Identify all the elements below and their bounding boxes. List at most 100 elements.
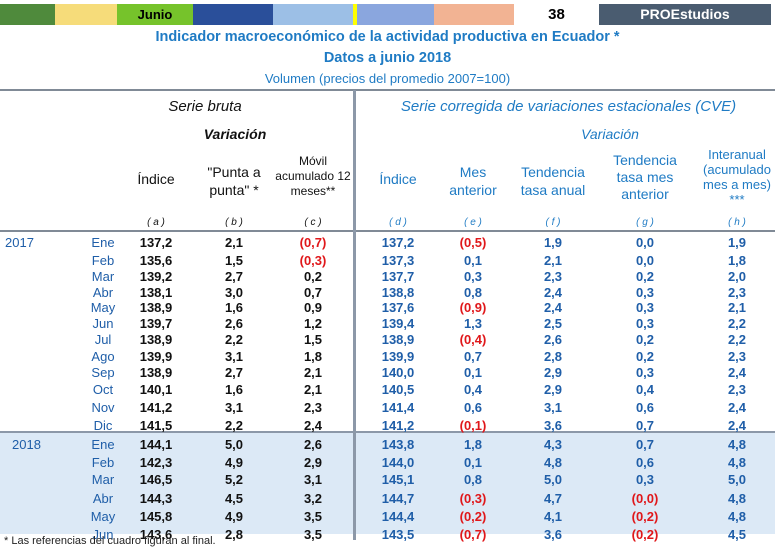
cell-indice-cve: 137,3 [381,253,415,268]
cell-tendencia-anual: 2,9 [543,365,563,380]
cell-mes-anterior: (0,7) [459,527,487,542]
cell-movil-acumulado: 3,2 [303,491,323,506]
row-month: Feb [91,253,115,268]
cell-tendencia-mes: 0,3 [635,285,655,300]
header-segment [434,4,514,25]
table-row: Dic 141,5 2,2 2,4 141,2 (0,1) 3,6 0,7 2,4 [0,416,775,435]
variation-label-right: Variación [581,126,639,142]
year-2018-band [0,432,775,534]
col-letter-g: ( g ) [636,217,654,228]
row-month: Mar [91,269,115,284]
cell-tendencia-mes: 0,4 [635,382,655,397]
cell-movil-acumulado: 1,2 [303,316,323,331]
cell-tendencia-anual: 1,9 [543,235,563,250]
section-serie-cve: Serie corregida de variaciones estaciona… [400,98,737,115]
cell-movil-acumulado: 1,8 [303,349,323,364]
table-row: 2018 Ene 144,1 5,0 2,6 143,8 1,8 4,3 0,7 4,8 [0,435,775,454]
row-month: May [90,300,116,315]
cell-indice-cve: 144,7 [381,491,415,506]
row-month: Jun [92,316,114,331]
cell-tendencia-mes: 0,6 [635,455,655,470]
cell-indice-bruta: 139,9 [139,349,173,364]
row-month: Feb [91,455,115,470]
cell-movil-acumulado: 2,4 [303,418,323,433]
cell-movil-acumulado: (0,7) [299,235,327,250]
cell-tendencia-mes: 0,6 [635,400,655,415]
cell-interanual: 2,3 [727,382,747,397]
cell-tendencia-anual: 2,5 [543,316,563,331]
cell-tendencia-mes: 0,0 [635,253,655,268]
col-letter-a: ( a ) [147,217,165,228]
cell-movil-acumulado: 0,2 [303,269,323,284]
col-header-mes-anterior: Mes anterior [449,164,497,198]
table-row: May 145,8 4,9 3,5 144,4 (0,2) 4,1 (0,2) 4,8 [0,507,775,526]
cell-punta-a-punta: 3,1 [224,349,244,364]
cell-mes-anterior: 0,6 [463,400,483,415]
cell-indice-bruta: 138,9 [139,300,173,315]
cell-interanual: 2,4 [727,365,747,380]
row-month: Jul [94,332,112,347]
cell-interanual: 2,4 [727,418,747,433]
cell-movil-acumulado: 2,1 [303,382,323,397]
cell-interanual: 4,8 [727,509,747,524]
row-month: Mar [91,472,115,487]
cell-punta-a-punta: 2,7 [224,365,244,380]
cell-punta-a-punta: 4,5 [224,491,244,506]
cell-indice-bruta: 144,3 [139,491,173,506]
cell-indice-cve: 138,8 [381,285,415,300]
cell-mes-anterior: 1,8 [463,437,483,452]
cell-mes-anterior: (0,3) [459,491,487,506]
cell-mes-anterior: 0,1 [463,365,483,380]
cell-movil-acumulado: 1,5 [303,332,323,347]
table-row: Feb 142,3 4,9 2,9 144,0 0,1 4,8 0,6 4,8 [0,453,775,472]
cell-indice-cve: 138,9 [381,332,415,347]
cell-tendencia-anual: 4,7 [543,491,563,506]
section-divider [353,90,356,540]
cell-indice-cve: 143,8 [381,437,415,452]
cell-tendencia-mes: 0,0 [635,235,655,250]
cell-mes-anterior: (0,4) [459,332,487,347]
volume-caption: Volumen (precios del promedio 2007=100) [264,71,511,86]
cell-tendencia-anual: 3,1 [543,400,563,415]
table-row: Mar 139,2 2,7 0,2 137,7 0,3 2,3 0,2 2,0 [0,267,775,286]
cell-interanual: 2,2 [727,316,747,331]
cell-indice-bruta: 139,2 [139,269,173,284]
cell-movil-acumulado: 3,5 [303,527,323,542]
table-row: Feb 135,6 1,5 (0,3) 137,3 0,1 2,1 0,0 1,8 [0,251,775,270]
col-header-indice-cve: Índice [379,171,417,187]
col-header-indice-bruta: Índice [137,171,175,187]
cell-tendencia-anual: 2,4 [543,285,563,300]
cell-tendencia-anual: 3,6 [543,527,563,542]
cell-mes-anterior: 0,8 [463,285,483,300]
cell-tendencia-anual: 4,1 [543,509,563,524]
row-month: Sep [91,365,115,380]
header-segment [357,4,434,25]
cell-indice-cve: 141,2 [381,418,415,433]
cell-punta-a-punta: 2,8 [224,527,244,542]
cell-movil-acumulado: 2,6 [303,437,323,452]
cell-tendencia-anual: 3,6 [543,418,563,433]
cell-indice-cve: 140,0 [381,365,415,380]
row-year: 2017 [5,235,34,250]
row-year: 2018 [12,437,41,452]
cell-tendencia-mes: 0,2 [635,332,655,347]
cell-movil-acumulado: 3,1 [303,472,323,487]
cell-mes-anterior: 0,1 [463,455,483,470]
header-bottom-rule [0,230,775,232]
page-number: 38 [548,6,565,23]
cell-tendencia-anual: 2,3 [543,269,563,284]
cell-interanual: 2,2 [727,332,747,347]
cell-indice-bruta: 137,2 [139,235,173,250]
header-segment [273,4,353,25]
cell-mes-anterior: 0,7 [463,349,483,364]
row-month: May [90,509,116,524]
cell-indice-bruta: 135,6 [139,253,173,268]
cell-punta-a-punta: 5,2 [224,472,244,487]
cell-interanual: 2,3 [727,349,747,364]
cell-interanual: 5,0 [727,472,747,487]
cell-tendencia-anual: 2,6 [543,332,563,347]
cell-indice-bruta: 140,1 [139,382,173,397]
cell-movil-acumulado: 0,9 [303,300,323,315]
col-header-tendencia-anual: Tendencia tasa anual [520,164,586,198]
cell-punta-a-punta: 4,9 [224,455,244,470]
